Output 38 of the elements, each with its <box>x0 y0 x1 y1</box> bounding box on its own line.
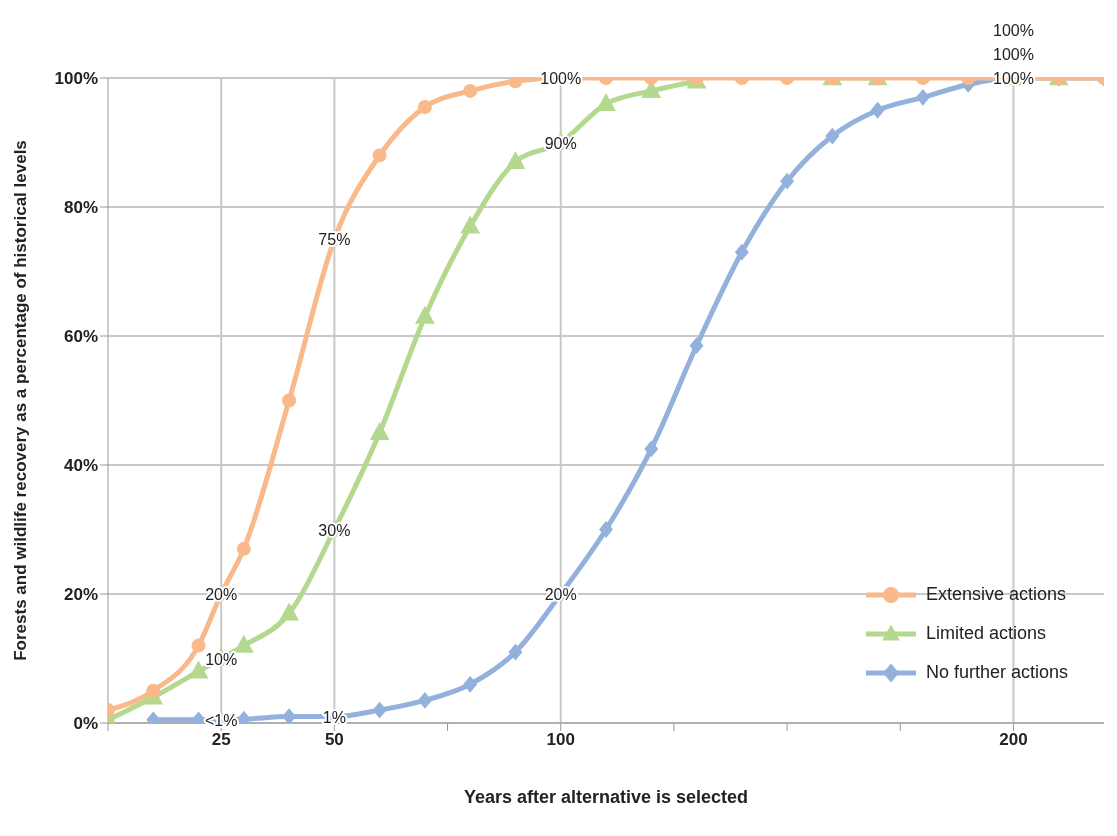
data-label: 100% <box>540 70 582 87</box>
y-tick-label: 100% <box>54 69 98 89</box>
point <box>191 638 206 653</box>
data-label: 20% <box>205 586 238 603</box>
data-label: 90% <box>544 134 577 152</box>
point <box>463 675 478 693</box>
data-label: 20% <box>544 586 577 603</box>
legend-label: Extensive actions <box>925 584 1066 605</box>
legend-label: Limited actions <box>925 623 1046 644</box>
data-label: 75% <box>318 231 351 249</box>
point <box>689 337 704 355</box>
point <box>236 541 251 556</box>
point <box>508 643 523 661</box>
point <box>279 602 299 621</box>
x-tick-label: 50 <box>324 730 344 750</box>
x-tick-label: 200 <box>999 730 1028 750</box>
point <box>417 692 432 709</box>
point <box>372 701 387 719</box>
point <box>282 393 297 408</box>
y-tick-label: 80% <box>63 198 98 218</box>
data-label: 100% <box>992 22 1034 39</box>
x-tick-label: 25 <box>211 730 231 750</box>
legend-label: No further actions <box>925 662 1068 683</box>
point <box>599 521 613 538</box>
point <box>644 440 659 458</box>
y-tick-label: 20% <box>63 585 98 605</box>
y-tick-label: 0% <box>73 714 98 734</box>
x-axis-title: Years after alternative is selected <box>463 787 749 807</box>
data-label: 100% <box>992 46 1034 63</box>
data-label: 10% <box>205 650 238 668</box>
data-label: 30% <box>318 521 351 539</box>
y-tick-label: 60% <box>63 327 98 347</box>
y-tick-label: 40% <box>63 456 98 476</box>
x-tick-label: 100 <box>546 730 575 750</box>
point <box>233 634 254 653</box>
point <box>146 683 161 698</box>
data-label: 100% <box>992 70 1034 87</box>
y-axis-title: Forests and wildlife recovery as a percentage of historical levels <box>11 140 31 661</box>
